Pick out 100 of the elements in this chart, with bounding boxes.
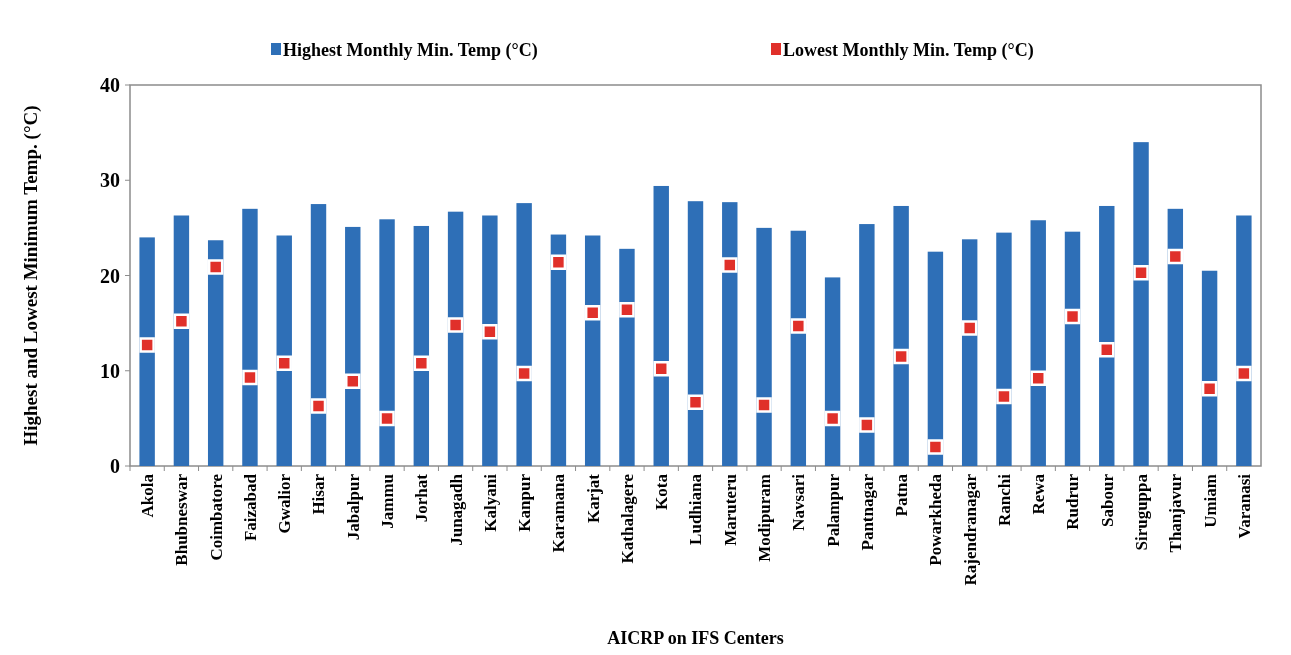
- x-tick-label: Jabalpur: [343, 473, 363, 541]
- bar: [1064, 231, 1081, 466]
- x-tick-label: Thanjavur: [1166, 473, 1186, 553]
- point: [207, 259, 224, 275]
- y-axis-title: Highest and Lowest Minimum Temp. (°C): [19, 105, 42, 446]
- x-tick-label: Modipuram: [755, 474, 774, 562]
- x-tick-label: Patna: [892, 473, 912, 517]
- bar: [1030, 220, 1046, 466]
- point: [173, 313, 190, 329]
- bar: [207, 240, 224, 466]
- point: [447, 317, 464, 333]
- point: [276, 355, 292, 371]
- point: [482, 323, 498, 340]
- bar: [687, 201, 704, 466]
- point: [1030, 370, 1046, 387]
- point: [859, 417, 875, 433]
- x-tick-label: Kota: [652, 473, 672, 510]
- legend-label: Highest Monthly Min. Temp (°C): [283, 40, 538, 62]
- bar: [276, 235, 292, 466]
- x-tick-label: Rudrur: [1063, 473, 1083, 530]
- bar: [1099, 205, 1115, 466]
- x-tick-label: Akola: [138, 473, 158, 518]
- point: [824, 410, 841, 427]
- bar: [756, 227, 772, 466]
- bar: [447, 211, 464, 466]
- point: [516, 365, 532, 382]
- bar: [584, 235, 601, 466]
- bar: [173, 215, 190, 466]
- bar: [310, 204, 327, 466]
- x-tick-label: Siruguppa: [1132, 473, 1151, 551]
- y-tick-label: 40: [100, 74, 120, 96]
- x-tick-label: Umiam: [1200, 474, 1220, 528]
- bar: [550, 234, 567, 466]
- x-tick-label: Palampur: [823, 473, 843, 547]
- bar: [722, 202, 738, 466]
- legend-label: Lowest Monthly Min. Temp (°C): [783, 40, 1034, 62]
- point: [1099, 342, 1115, 358]
- x-tick-label: Pantnagar: [857, 473, 877, 551]
- point: [756, 397, 772, 413]
- x-tick-label: Maruteru: [720, 474, 740, 546]
- point: [379, 410, 395, 427]
- x-tick-label: Ranchi: [994, 473, 1014, 526]
- point: [790, 318, 807, 334]
- x-tick-label: Bhubneswar: [172, 473, 192, 566]
- x-tick-label: Varanasi: [1234, 473, 1254, 539]
- bar: [824, 277, 841, 466]
- point: [1201, 381, 1218, 397]
- point: [893, 348, 909, 365]
- point: [413, 355, 430, 371]
- point: [310, 398, 327, 414]
- bar: [1201, 270, 1218, 466]
- point: [550, 254, 567, 270]
- bar: [379, 219, 395, 466]
- bar: [242, 208, 258, 466]
- x-tick-label: Powarkheda: [926, 473, 946, 566]
- x-tick-label: Kanpur: [515, 473, 535, 532]
- point: [996, 388, 1012, 405]
- x-tick-label: Junagadh: [446, 473, 466, 546]
- x-tick-label: Kathalagere: [617, 473, 637, 564]
- point: [1133, 264, 1149, 281]
- x-tick-label: Jammu: [378, 474, 397, 529]
- point: [653, 361, 669, 377]
- bar: [619, 248, 635, 466]
- point: [242, 369, 258, 386]
- bar: [893, 205, 909, 466]
- point: [1236, 365, 1252, 382]
- x-tick-label: Karamana: [549, 473, 569, 553]
- y-tick-label: 0: [110, 455, 120, 477]
- x-tick-label: Gwalior: [275, 473, 295, 534]
- bar: [996, 232, 1012, 466]
- point: [345, 373, 361, 389]
- bar: [516, 203, 532, 466]
- bar: [859, 224, 875, 466]
- point: [1064, 308, 1081, 325]
- bar: [345, 226, 361, 466]
- bar: [1133, 142, 1149, 466]
- point: [927, 439, 944, 455]
- point: [722, 257, 738, 273]
- point: [961, 320, 978, 336]
- point: [687, 394, 704, 410]
- bar: [1236, 215, 1252, 466]
- x-tick-label: Faizabad: [240, 473, 260, 542]
- point: [619, 302, 635, 318]
- point: [139, 337, 155, 353]
- bar: [653, 185, 669, 466]
- bar: [1167, 208, 1184, 466]
- bar: [961, 239, 978, 466]
- x-tick-label: Kalyani: [480, 473, 500, 532]
- bar: [790, 230, 807, 466]
- y-tick-label: 20: [100, 264, 120, 287]
- x-axis-title: AICRP on IFS Centers: [607, 628, 784, 648]
- point: [1167, 248, 1184, 265]
- x-tick-label: Sabour: [1097, 473, 1117, 527]
- bar: [927, 251, 944, 466]
- bar: [482, 215, 498, 466]
- x-tick-label: Karjat: [583, 473, 603, 524]
- y-tick-label: 10: [100, 359, 120, 382]
- x-tick-label: Hisar: [309, 473, 329, 515]
- x-tick-label: Jorhat: [412, 473, 432, 523]
- bar: [139, 237, 155, 466]
